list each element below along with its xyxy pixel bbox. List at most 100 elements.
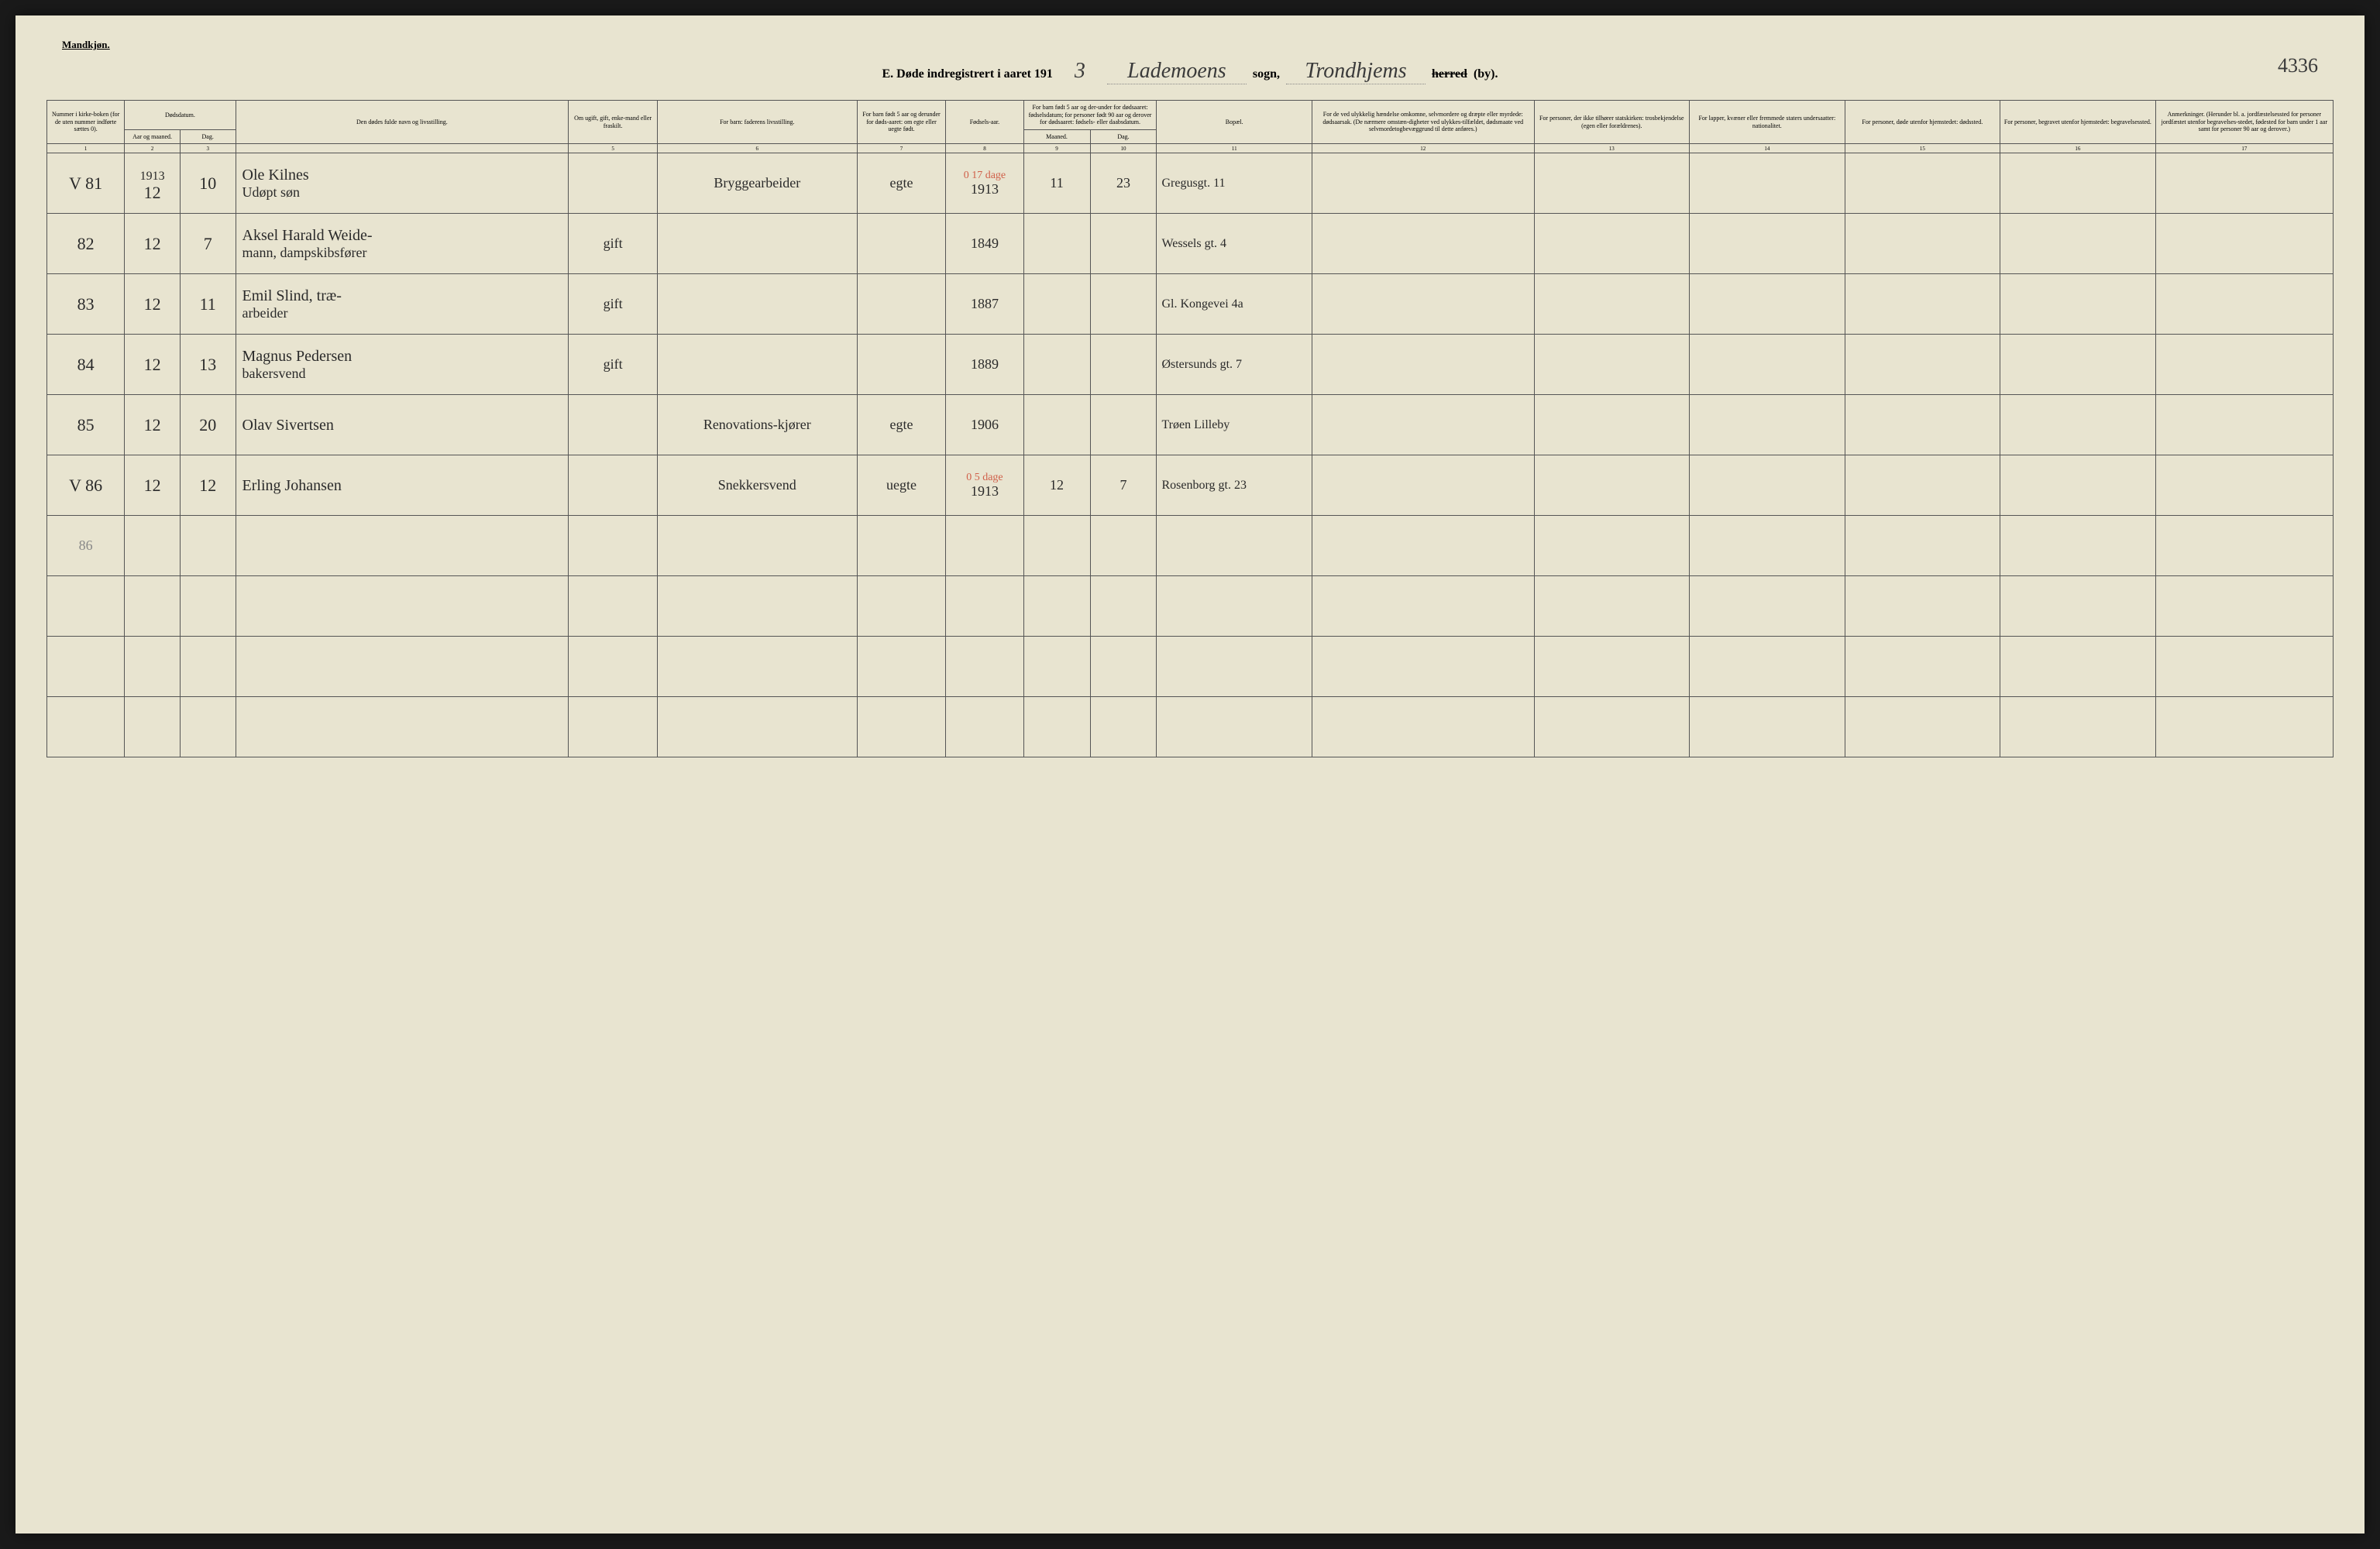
cell xyxy=(1690,516,1845,576)
colnum: 1 xyxy=(47,144,125,153)
cell xyxy=(1534,455,1690,516)
cell: 82 xyxy=(47,214,125,274)
col-header: For personer, døde utenfor hjemstedet: d… xyxy=(1845,101,2000,144)
sogn-handwritten: Lademoens xyxy=(1107,59,1247,84)
cell xyxy=(2000,576,2156,637)
cell: gift xyxy=(569,214,658,274)
cell xyxy=(2155,153,2333,214)
cell xyxy=(1534,335,1690,395)
cell xyxy=(946,637,1023,697)
cell: 83 xyxy=(47,274,125,335)
cell xyxy=(1690,455,1845,516)
cell xyxy=(569,697,658,757)
cell xyxy=(1690,335,1845,395)
cell xyxy=(657,335,857,395)
title-line: E. Døde indregistrert i aaret 1913 Ladem… xyxy=(46,59,2334,84)
cell xyxy=(1690,395,1845,455)
colnum: 8 xyxy=(946,144,1023,153)
table-row: 831211Emil Slind, træ-arbeidergift1887Gl… xyxy=(47,274,2334,335)
cell: Emil Slind, træ-arbeider xyxy=(236,274,569,335)
page-number: 4336 xyxy=(2278,54,2318,77)
colnum: 12 xyxy=(1312,144,1535,153)
cell xyxy=(125,697,181,757)
cell: Østersunds gt. 7 xyxy=(1157,335,1312,395)
table-row xyxy=(47,576,2334,637)
cell: 1849 xyxy=(946,214,1023,274)
cell xyxy=(857,637,946,697)
cell xyxy=(2155,455,2333,516)
cell xyxy=(857,576,946,637)
cell xyxy=(1312,455,1535,516)
cell xyxy=(857,516,946,576)
cell xyxy=(1845,153,2000,214)
cell xyxy=(1845,637,2000,697)
cell: 10 xyxy=(180,153,236,214)
cell xyxy=(1690,637,1845,697)
cell xyxy=(1090,697,1157,757)
cell xyxy=(1023,697,1090,757)
cell xyxy=(2000,214,2156,274)
cell xyxy=(1023,274,1090,335)
cell xyxy=(1312,576,1535,637)
colnum: 3 xyxy=(180,144,236,153)
cell: gift xyxy=(569,335,658,395)
cell xyxy=(1090,274,1157,335)
cell: 1906 xyxy=(946,395,1023,455)
col-header: For lapper, kvæner eller fremmede stater… xyxy=(1690,101,1845,144)
cell: 20 xyxy=(180,395,236,455)
register-page: Mandkjøn. 4336 E. Døde indregistrert i a… xyxy=(15,15,2365,1534)
col-header: Nummer i kirke-boken (for de uten nummer… xyxy=(47,101,125,144)
cell xyxy=(236,697,569,757)
cell xyxy=(1090,516,1157,576)
cell: gift xyxy=(569,274,658,335)
cell xyxy=(2155,274,2333,335)
colnum: 14 xyxy=(1690,144,1845,153)
cell xyxy=(1023,335,1090,395)
colnum: 2 xyxy=(125,144,181,153)
col-header: Om ugift, gift, enke-mand eller fraskilt… xyxy=(569,101,658,144)
cell: 12 xyxy=(125,395,181,455)
col-header: For personer, der ikke tilhører statskir… xyxy=(1534,101,1690,144)
col-header: Fødsels-aar. xyxy=(946,101,1023,144)
cell xyxy=(569,153,658,214)
colnum: 5 xyxy=(569,144,658,153)
cell xyxy=(1090,637,1157,697)
cell xyxy=(1023,516,1090,576)
cell xyxy=(1845,455,2000,516)
cell xyxy=(1023,214,1090,274)
cell: 12 xyxy=(125,455,181,516)
herred-handwritten: Trondhjems xyxy=(1286,59,1426,84)
cell: uegte xyxy=(857,455,946,516)
cell xyxy=(569,516,658,576)
cell: Erling Johansen xyxy=(236,455,569,516)
cell xyxy=(2155,214,2333,274)
cell xyxy=(657,214,857,274)
cell xyxy=(180,697,236,757)
cell: Gl. Kongevei 4a xyxy=(1157,274,1312,335)
table-row: 841213Magnus Pedersenbakersvendgift1889Ø… xyxy=(47,335,2334,395)
cell xyxy=(1312,153,1535,214)
cell xyxy=(2155,335,2333,395)
cell xyxy=(236,637,569,697)
cell xyxy=(236,516,569,576)
cell xyxy=(1023,576,1090,637)
cell: 191312 xyxy=(125,153,181,214)
cell xyxy=(1845,274,2000,335)
cell xyxy=(2000,153,2156,214)
cell xyxy=(1534,395,1690,455)
cell xyxy=(2155,516,2333,576)
cell: 7 xyxy=(1090,455,1157,516)
cell xyxy=(47,697,125,757)
cell xyxy=(657,576,857,637)
table-row: 86 xyxy=(47,516,2334,576)
table-row: 82127Aksel Harald Weide-mann, dampskibsf… xyxy=(47,214,2334,274)
colnum: 16 xyxy=(2000,144,2156,153)
cell: 11 xyxy=(1023,153,1090,214)
col-subheader: Dag. xyxy=(1090,129,1157,144)
cell xyxy=(180,576,236,637)
cell: 13 xyxy=(180,335,236,395)
cell: 7 xyxy=(180,214,236,274)
table-row xyxy=(47,697,2334,757)
cell xyxy=(2000,455,2156,516)
cell: Renovations-kjører xyxy=(657,395,857,455)
